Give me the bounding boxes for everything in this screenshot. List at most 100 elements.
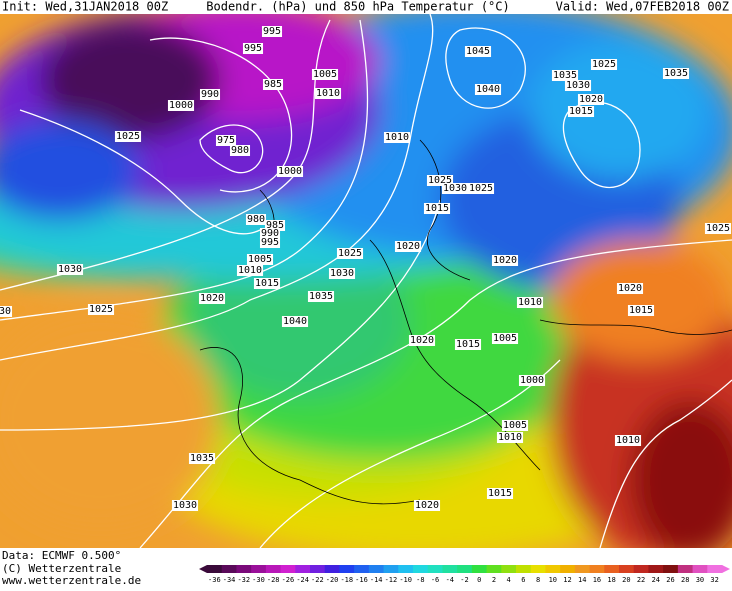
isobar-label-box	[114, 131, 142, 142]
isobar-label-box	[516, 297, 544, 308]
colorbar-swatch	[663, 565, 679, 573]
isobar-label: 1040	[283, 316, 307, 327]
colorbar-tick-label: -6	[431, 576, 439, 584]
isobar-label: 1020	[410, 335, 434, 346]
isobar-label-box	[441, 183, 469, 194]
colorbar-swatch	[413, 565, 429, 573]
copyright: (C) Wetterzentrale	[2, 562, 121, 575]
isobar-label-box	[614, 435, 642, 446]
isobar-label: 1020	[415, 500, 439, 511]
isobar-label-box	[328, 268, 356, 279]
colorbar-swatch	[589, 565, 605, 573]
isobar-label: 1015	[488, 488, 512, 499]
isobar-label-box	[242, 43, 264, 54]
isobar-label-box	[262, 79, 284, 90]
isobar-label: 1030	[566, 80, 590, 91]
colorbar-tick-label: -30	[252, 576, 265, 584]
isobar-label-box	[590, 59, 618, 70]
isobar-label: 990	[261, 228, 279, 239]
isobar-label: 1010	[616, 435, 640, 446]
isobar-label-box	[87, 304, 115, 315]
colorbar-tick-label: -2	[460, 576, 468, 584]
isobar-label: 1005	[248, 254, 272, 265]
colorbar-tick-label: -26	[282, 576, 295, 584]
colorbar-swatch	[471, 565, 488, 573]
isobar-label-box	[616, 283, 644, 294]
isobar-label: 1000	[520, 375, 544, 386]
colorbar-tick-label: 24	[652, 576, 660, 584]
isobar-label: 1015	[456, 339, 480, 350]
isobar-label: 1010	[498, 432, 522, 443]
isobar-label: 1020	[396, 241, 420, 252]
colorbar-swatch	[427, 565, 443, 573]
isobar-label: 985	[264, 79, 282, 90]
colorbar-swatch	[707, 565, 723, 573]
colorbar-tick-label: -16	[355, 576, 368, 584]
map-title: Bodendr. (hPa) und 850 hPa Temperatur (°…	[206, 0, 509, 14]
colorbar-tick-label: 12	[563, 576, 571, 584]
isobar-label-box	[245, 214, 267, 225]
isobar-label-box	[188, 453, 216, 464]
colorbar-swatch	[545, 565, 561, 573]
colorbar-swatch	[692, 565, 708, 573]
colorbar-tick-label: -36	[208, 576, 221, 584]
colorbar-swatch	[221, 565, 237, 573]
isobar-label: 1035	[553, 70, 577, 81]
isobar-label-box	[0, 306, 13, 317]
isobar-label-box	[467, 183, 495, 194]
colorbar-swatch	[633, 565, 649, 573]
isobar-label-box	[199, 89, 221, 100]
isobar-label: 1020	[618, 283, 642, 294]
isobar-label-box	[496, 432, 524, 443]
colorbar-tick-label: 4	[507, 576, 511, 584]
init-time: Init: Wed,31JAN2018 00Z	[2, 0, 168, 14]
isobar-label-box	[264, 220, 286, 231]
colorbar-swatch	[516, 565, 532, 573]
isobar-label: 1030	[443, 183, 467, 194]
colorbar-tick-label: -14	[370, 576, 383, 584]
isobar-label: 990	[201, 89, 219, 100]
isobar-label-box	[423, 203, 451, 214]
isobar-label: 995	[263, 26, 281, 37]
isobar-label: 1010	[238, 265, 262, 276]
colorbar-arrow-left	[199, 565, 207, 573]
isobar-label: 1045	[466, 46, 490, 57]
isobar-label-box	[167, 100, 195, 111]
colorbar-swatch	[619, 565, 635, 573]
isobar-label: 1025	[116, 131, 140, 142]
colorbar-swatch	[383, 565, 399, 573]
colorbar-swatch	[251, 565, 267, 573]
isobar-label-box	[474, 84, 502, 95]
isobar-label: 1015	[255, 278, 279, 289]
website: www.wetterzentrale.de	[2, 574, 141, 587]
colorbar-tick-label: 22	[637, 576, 645, 584]
isobar-label-box	[314, 88, 342, 99]
colorbar-tick-label: -4	[446, 576, 454, 584]
colorbar-swatch	[236, 565, 252, 573]
isobar-label-box	[564, 80, 592, 91]
isobar-label-box	[56, 264, 84, 275]
isobar-label-box	[567, 106, 595, 117]
colorbar-tick-label: -10	[399, 576, 412, 584]
colorbar-swatch	[368, 565, 385, 573]
isobar-label-box	[408, 335, 436, 346]
data-source: Data: ECMWF 0.500°	[2, 549, 121, 562]
colorbar-tick-label: 28	[681, 576, 689, 584]
colorbar-swatch	[574, 565, 591, 573]
isobar-label-box	[311, 69, 339, 80]
colorbar-tick-label: 20	[622, 576, 630, 584]
isobar-label-box	[413, 500, 441, 511]
isobar-label-box	[171, 500, 199, 511]
colorbar-tick-label: -24	[296, 576, 309, 584]
isobar-label: 1015	[629, 305, 653, 316]
isobar-label-box	[383, 132, 411, 143]
colorbar-arrow-right	[722, 565, 730, 573]
colorbar-tick-label: -28	[267, 576, 280, 584]
isobar-label: 1030	[173, 500, 197, 511]
isobar-label: 1025	[469, 183, 493, 194]
isobar-label: 1000	[169, 100, 193, 111]
colorbar-swatch	[677, 565, 694, 573]
isobar-label-box	[253, 278, 281, 289]
colorbar-swatch	[295, 565, 311, 573]
map-field	[0, 14, 732, 548]
